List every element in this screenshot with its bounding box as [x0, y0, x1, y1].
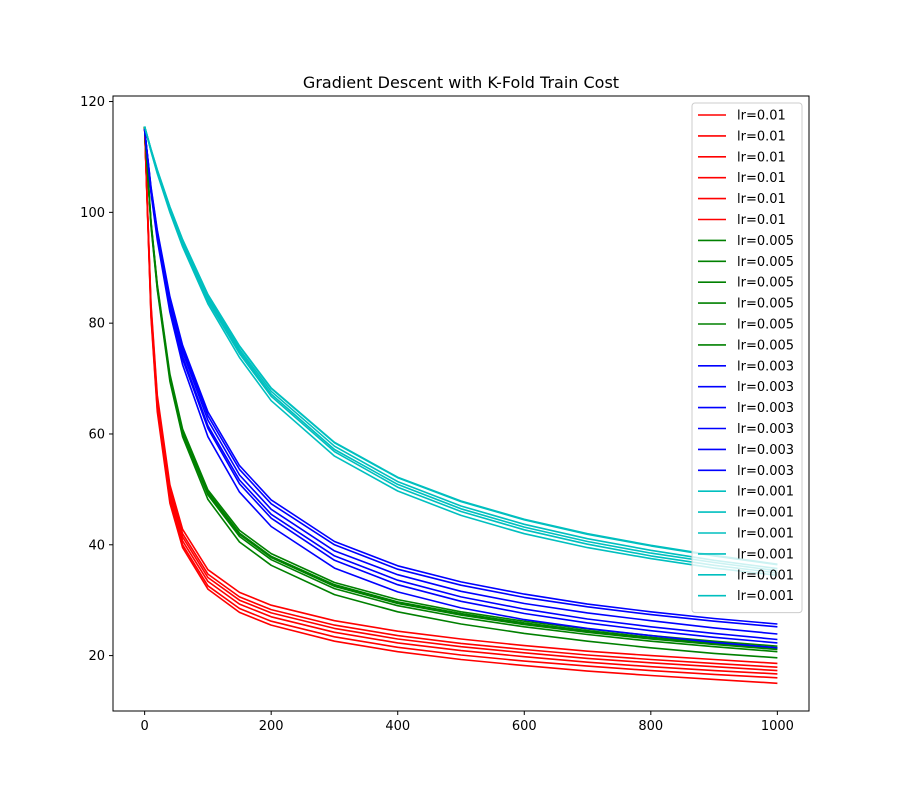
legend-label: lr=0.001: [737, 506, 794, 521]
legend-label: lr=0.001: [737, 589, 794, 604]
y-tick-label: 60: [88, 427, 105, 442]
legend-label: lr=0.001: [737, 527, 794, 542]
legend-label: lr=0.01: [737, 171, 786, 186]
legend-label: lr=0.001: [737, 547, 794, 562]
x-tick-label: 0: [140, 719, 148, 734]
legend-label: lr=0.005: [737, 338, 794, 353]
legend-label: lr=0.003: [737, 380, 794, 395]
x-tick-label: 600: [512, 719, 537, 734]
x-tick-label: 200: [259, 719, 284, 734]
series-layer: [143, 126, 778, 685]
axes-layer: 0 200 400 600 800 1000 20 40 60 80 100 120: [80, 95, 810, 734]
legend-label: lr=0.01: [737, 109, 786, 124]
legend: lr=0.01 lr=0.01 lr=0.01 lr=0.01 lr=0.01 lr=0.…: [691, 102, 803, 614]
legend-label: lr=0.003: [737, 359, 794, 374]
legend-label: lr=0.001: [737, 485, 794, 500]
series-line-lr=0.003-6: [143, 129, 778, 625]
x-tick-label: 400: [385, 719, 410, 734]
series-line-lr=0.01-6: [143, 126, 778, 665]
y-tick-label: 100: [80, 206, 105, 221]
legend-label: lr=0.01: [737, 192, 786, 207]
legend-label: lr=0.005: [737, 276, 794, 291]
legend-label: lr=0.01: [737, 150, 786, 165]
legend-label: lr=0.003: [737, 401, 794, 416]
y-tick-label: 120: [80, 95, 105, 110]
legend-label: lr=0.005: [737, 255, 794, 270]
y-tick-label: 80: [88, 317, 105, 332]
legend-box: [691, 102, 803, 614]
x-tick-label: 1000: [761, 719, 794, 734]
series-line-lr=0.001-6: [143, 126, 778, 565]
axes-frame: [112, 95, 810, 712]
x-tick-label: 800: [638, 719, 663, 734]
legend-label: lr=0.01: [737, 213, 786, 228]
legend-label: lr=0.01: [737, 129, 786, 144]
legend-label: lr=0.003: [737, 422, 794, 437]
legend-label: lr=0.005: [737, 318, 794, 333]
legend-label: lr=0.003: [737, 443, 794, 458]
legend-label: lr=0.003: [737, 464, 794, 479]
legend-label: lr=0.005: [737, 297, 794, 312]
legend-label: lr=0.005: [737, 234, 794, 249]
y-tick-label: 40: [88, 538, 105, 553]
y-tick-label: 20: [88, 649, 105, 664]
legend-label: lr=0.001: [737, 568, 794, 583]
chart-title: Gradient Descent with K-Fold Train Cost: [303, 73, 619, 92]
